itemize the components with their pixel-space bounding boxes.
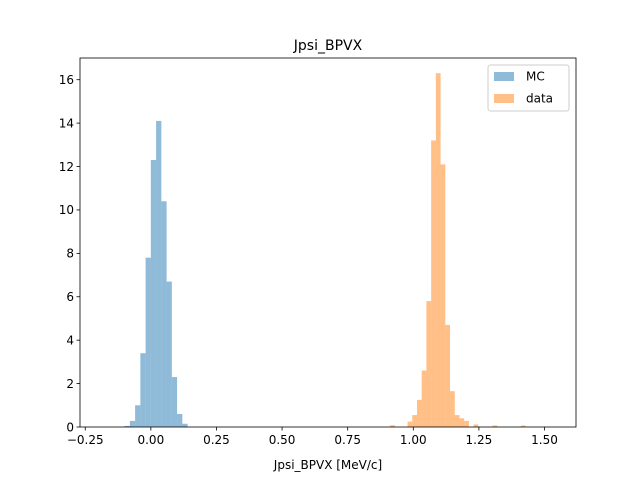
histogram-bar	[416, 399, 422, 427]
histogram-bar	[450, 391, 455, 427]
histogram-bar	[407, 421, 413, 427]
legend-label: MC	[526, 70, 545, 84]
histogram-bar	[161, 201, 167, 427]
x-tick-label: 1.25	[466, 433, 493, 447]
series-mc	[124, 120, 188, 428]
histogram-bar	[182, 423, 188, 427]
legend-label: data	[526, 92, 553, 106]
histogram-bar	[454, 415, 460, 427]
legend-swatch	[494, 72, 514, 81]
x-axis-ticks: −0.25 0.00 0.25 0.50 0.75 1.00 1.25 1.50	[67, 427, 558, 447]
histogram-bar	[166, 281, 172, 427]
histogram-bar	[150, 160, 157, 428]
y-tick-label: 10	[59, 203, 74, 217]
x-tick-label: −0.25	[67, 433, 104, 447]
y-axis-ticks: 0 2 4 6 8 10 12 14 16	[59, 73, 80, 434]
x-tick-label: 1.00	[400, 433, 427, 447]
y-tick-label: 6	[66, 290, 74, 304]
x-tick-label: 0.50	[269, 433, 296, 447]
y-tick-label: 12	[59, 160, 74, 174]
y-tick-label: 4	[66, 333, 74, 347]
bars-layer	[124, 73, 526, 428]
histogram-bar	[445, 324, 451, 427]
histogram-bar	[473, 424, 479, 427]
histogram-bar	[171, 377, 178, 427]
legend-swatch	[494, 94, 514, 103]
histogram-bar	[421, 370, 427, 427]
histogram-bar	[431, 140, 436, 427]
y-tick-label: 14	[59, 116, 74, 130]
series-data	[390, 73, 526, 427]
histogram-bar	[492, 425, 498, 427]
y-tick-label: 16	[59, 73, 74, 87]
y-tick-label: 0	[66, 420, 74, 434]
histogram-bar	[426, 301, 432, 427]
x-tick-label: 0.00	[137, 433, 164, 447]
histogram-bar	[124, 425, 130, 427]
histogram-bar	[435, 73, 441, 427]
histogram-bar	[129, 420, 136, 427]
y-tick-label: 2	[66, 377, 74, 391]
x-axis-label: Jpsi_BPVX [MeV/c]	[273, 458, 382, 472]
histogram-bar	[459, 418, 465, 427]
histogram-bar	[390, 425, 395, 427]
x-tick-label: 0.75	[334, 433, 361, 447]
y-tick-label: 8	[66, 247, 74, 261]
x-tick-label: 0.25	[203, 433, 230, 447]
histogram-bar	[135, 405, 141, 427]
chart-title: Jpsi_BPVX	[293, 38, 363, 54]
histogram-bar	[412, 415, 417, 427]
histogram-bar	[464, 420, 469, 427]
legend: MC data	[487, 64, 570, 112]
histogram-bar	[145, 257, 151, 427]
histogram-bar	[440, 164, 446, 427]
plot-area-frame	[79, 57, 577, 428]
histogram-bar	[156, 120, 162, 428]
histogram-bar	[520, 425, 526, 427]
histogram-bar	[177, 413, 183, 427]
histogram-bar	[140, 353, 146, 427]
x-tick-label: 1.50	[531, 433, 558, 447]
